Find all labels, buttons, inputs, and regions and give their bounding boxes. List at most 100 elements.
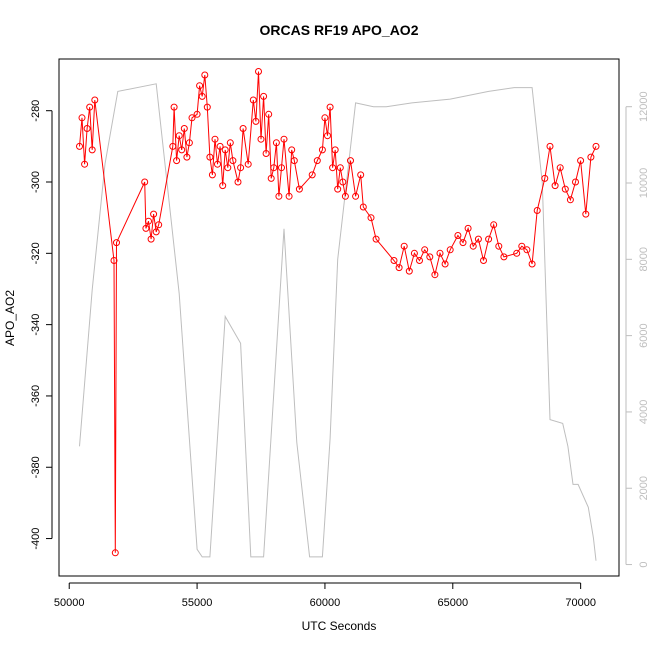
data-point [249, 96, 257, 104]
data-point [441, 260, 449, 268]
data-point [490, 221, 498, 229]
data-point [533, 207, 541, 214]
y-tick-label: -400 [30, 528, 42, 550]
y-tick-label: -320 [30, 242, 42, 264]
data-point [459, 239, 467, 247]
data-point [267, 174, 275, 182]
data-point [152, 228, 160, 236]
data-point [206, 153, 214, 161]
data-point [91, 96, 99, 104]
data-point [110, 257, 118, 264]
data-point [147, 235, 155, 243]
data-point [211, 135, 219, 143]
data-point [78, 114, 86, 122]
data-point [214, 160, 221, 168]
data-point [262, 150, 270, 157]
data-point [308, 171, 316, 179]
y2-axis: 0 2000 4000 6000 8000 10000 12000 [625, 91, 650, 568]
data-point [592, 142, 600, 150]
data-point [334, 185, 342, 193]
data-point [173, 157, 181, 165]
data-point [566, 196, 574, 204]
data-point [329, 164, 337, 172]
data-point [352, 192, 360, 200]
data-point [201, 71, 209, 79]
y-tick-label: -280 [30, 100, 42, 122]
y-tick-label: -360 [30, 385, 42, 407]
data-point [219, 182, 227, 190]
data-point [469, 242, 477, 250]
secondary-series-line [79, 83, 597, 561]
y-axis-label: APO_AO2 [3, 290, 17, 346]
y2-tick-label: 0 [638, 562, 650, 568]
data-point [326, 103, 334, 111]
data-point [260, 92, 268, 100]
data-point [546, 142, 554, 150]
y-axis: -400 -380 -360 -340 -320 -300 -280 [30, 100, 53, 550]
y2-tick-label: 2000 [638, 476, 650, 500]
data-point [372, 235, 380, 243]
chart-title: ORCAS RF19 APO_AO2 [260, 22, 419, 38]
data-point [485, 235, 493, 243]
data-point [431, 271, 439, 279]
data-point [321, 114, 329, 122]
data-point [226, 139, 234, 147]
data-point [280, 135, 288, 143]
data-point [234, 178, 242, 186]
data-point [142, 224, 150, 232]
data-point [203, 103, 211, 111]
data-point [405, 267, 413, 275]
data-point [288, 146, 296, 154]
data-point [551, 182, 559, 190]
data-point [513, 249, 521, 257]
data-point [145, 217, 152, 225]
data-point [357, 171, 365, 179]
data-point [518, 242, 526, 250]
data-point [582, 210, 590, 218]
data-point [198, 92, 206, 100]
x-tick-label: 50000 [54, 597, 85, 609]
data-point [270, 164, 278, 172]
data-point [474, 235, 482, 243]
primary-series-line [79, 71, 597, 553]
data-point [528, 260, 536, 268]
data-point [410, 249, 418, 257]
y-tick-label: -340 [30, 314, 42, 336]
data-point [561, 185, 569, 193]
data-point [188, 114, 196, 122]
data-point [244, 160, 252, 168]
data-point [324, 132, 331, 140]
y-tick-label: -380 [30, 456, 42, 478]
data-point [141, 178, 149, 186]
data-point [76, 142, 83, 150]
data-point [390, 257, 398, 264]
plot-frame [58, 58, 620, 577]
x-tick-label: 65000 [437, 597, 468, 609]
plot-area [76, 68, 600, 561]
data-point [224, 164, 232, 172]
data-point [265, 110, 273, 118]
data-point [183, 153, 191, 161]
data-point [252, 117, 260, 125]
y2-tick-label: 12000 [638, 91, 650, 122]
data-point [523, 246, 531, 254]
data-point [400, 242, 408, 250]
data-point [285, 192, 293, 200]
data-point [480, 257, 487, 264]
data-point [237, 164, 245, 172]
x-tick-label: 60000 [310, 597, 341, 609]
x-axis-label: UTC Seconds [302, 619, 377, 633]
data-point [577, 157, 585, 165]
data-point [193, 110, 201, 118]
data-point [426, 253, 434, 261]
data-point [500, 253, 508, 261]
data-point [359, 203, 367, 211]
data-point [208, 171, 216, 179]
data-point [113, 239, 120, 247]
y2-tick-label: 6000 [638, 323, 650, 347]
data-point [446, 246, 454, 254]
data-point [341, 192, 349, 200]
data-point [83, 125, 91, 132]
data-point [436, 249, 444, 257]
